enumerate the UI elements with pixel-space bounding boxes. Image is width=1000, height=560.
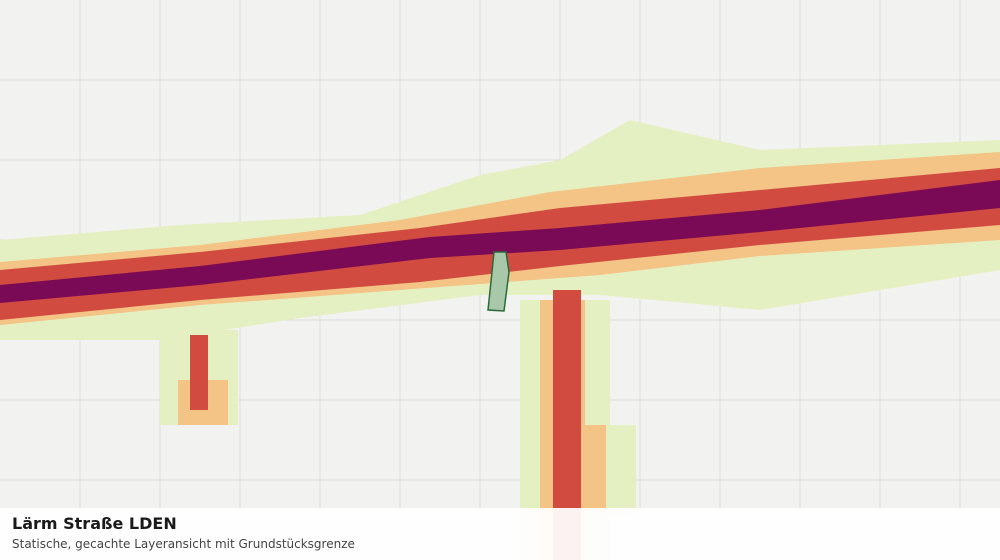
map-subtitle: Statische, gecachte Layeransicht mit Gru… <box>12 537 355 551</box>
caption-panel: Lärm Straße LDEN Statische, gecachte Lay… <box>0 508 1000 560</box>
noise-purple <box>0 180 1000 303</box>
map-title: Lärm Straße LDEN <box>12 514 177 533</box>
noise-red <box>0 168 1000 560</box>
parcel-boundary <box>487 251 510 312</box>
